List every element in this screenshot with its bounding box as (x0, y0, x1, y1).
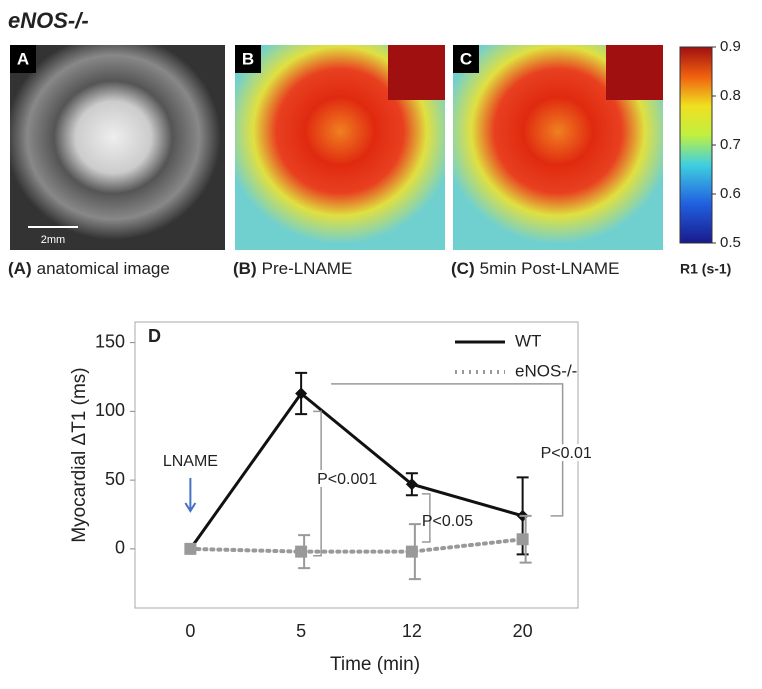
series-line (188, 391, 525, 551)
y-tick-label: 150 (95, 331, 125, 351)
lname-arrow (184, 478, 197, 513)
panel-letter-box (235, 45, 261, 73)
anatomical-image (10, 45, 225, 250)
x-tick-label: 20 (513, 621, 533, 641)
caption-tag: (B) (233, 259, 257, 278)
y-tick-label: 0 (115, 538, 125, 558)
annotation: LNAME (163, 453, 218, 470)
x-axis-label: Time (min) (330, 654, 420, 675)
annotation: P<0.001 (317, 471, 377, 488)
caption-text: Pre-LNAME (262, 259, 353, 278)
colorbar-tick-label: 0.9 (720, 38, 741, 55)
x-tick-label: 5 (296, 621, 306, 641)
scale-bar-label: 2mm (41, 234, 65, 246)
caption-tag: (C) (451, 259, 475, 278)
colorbar-tick-label: 0.5 (720, 234, 741, 251)
marker (295, 387, 308, 400)
panel-letter-box (10, 45, 36, 73)
marker (405, 478, 418, 491)
bracket (313, 410, 322, 557)
panel-letter: C (460, 49, 472, 68)
y-tick-label: 100 (95, 400, 125, 420)
legend-label: WT (515, 331, 541, 350)
panel-letter: D (148, 326, 161, 346)
legend-label: eNOS-/- (515, 361, 577, 380)
colorbar-tick-label: 0.6 (720, 185, 741, 202)
panel-caption: (B) Pre-LNAME (233, 259, 352, 278)
marker (184, 542, 197, 555)
panel-letter: B (242, 49, 254, 68)
caption-text: 5min Post-LNAME (480, 259, 620, 278)
plot-frame (134, 321, 579, 609)
panel-letter-box (453, 45, 479, 73)
caption-text: anatomical image (37, 259, 170, 278)
map-corner (606, 45, 663, 100)
x-tick-label: 0 (185, 621, 195, 641)
bracket (421, 493, 431, 543)
marker (295, 545, 308, 558)
colorbar-tick-label: 0.7 (720, 136, 741, 153)
panel-caption: (C) 5min Post-LNAME (451, 259, 619, 278)
panel-caption: (A) anatomical image (8, 259, 170, 278)
colorbar (679, 46, 713, 244)
colorbar-label: R1 (s-1) (680, 261, 731, 277)
marker (516, 533, 529, 546)
map-corner (388, 45, 445, 100)
series-line (188, 537, 525, 554)
annotation: P<0.001 (317, 471, 377, 488)
marker (405, 545, 418, 558)
annotation: P<0.01 (541, 445, 592, 462)
annotation: P<0.05 (422, 513, 473, 530)
y-axis-label: Myocardial ΔT1 (ms) (69, 367, 90, 542)
caption-tag: (A) (8, 259, 32, 278)
colorbar-tick-label: 0.8 (720, 87, 741, 104)
figure-title: eNOS-/- (8, 8, 89, 33)
x-tick-label: 12 (402, 621, 422, 641)
panel-letter: A (17, 49, 29, 68)
y-tick-label: 50 (105, 469, 125, 489)
bracket (331, 383, 564, 517)
